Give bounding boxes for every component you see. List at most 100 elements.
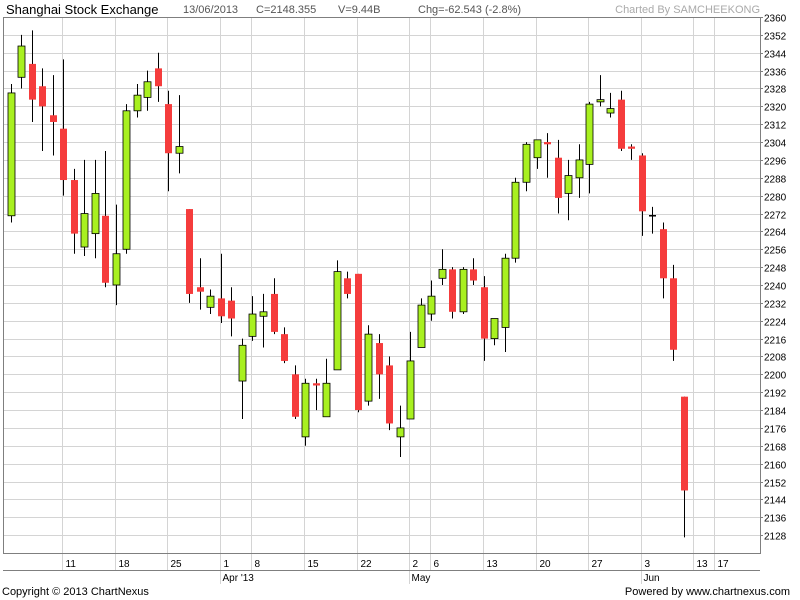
- y-tick-label: 2344: [764, 50, 787, 61]
- candle-down: [292, 374, 299, 417]
- candle-up: [80, 213, 89, 248]
- candle-down: [386, 365, 393, 424]
- candle-up: [91, 193, 100, 235]
- y-tick-label: 2232: [764, 300, 787, 311]
- candle-up: [596, 99, 605, 103]
- candle-up: [122, 110, 131, 250]
- y-tick-label: 2136: [764, 514, 787, 525]
- y-tick-label: 2192: [764, 389, 787, 400]
- candle-down: [555, 157, 562, 198]
- candle-down: [313, 383, 320, 386]
- candle-up: [143, 81, 152, 98]
- x-tick-label: 25: [171, 559, 183, 570]
- x-tick-label: 27: [592, 559, 604, 570]
- candle-down: [470, 269, 477, 281]
- y-tick-label: 2152: [764, 479, 787, 490]
- candle-down: [355, 273, 362, 411]
- candle-down: [618, 99, 625, 149]
- chart-header: Shanghai Stock Exchange 13/06/2013 C=214…: [0, 0, 800, 18]
- x-tick-label: 22: [361, 559, 373, 570]
- candle-down: [271, 293, 278, 332]
- candle-up: [459, 268, 468, 313]
- y-tick-label: 2352: [764, 32, 787, 43]
- candle-up: [259, 311, 268, 317]
- month-label: Apr '13: [223, 573, 255, 584]
- plot-frame: [3, 17, 761, 554]
- candle-down: [155, 68, 162, 87]
- y-tick-label: 2184: [764, 407, 787, 418]
- candle-down: [197, 287, 204, 292]
- candle-down: [544, 142, 551, 145]
- powered-by-link[interactable]: Powered by www.chartnexus.com: [624, 586, 790, 598]
- x-tick-label: 13: [697, 559, 709, 570]
- candle-up: [322, 382, 331, 418]
- candle-up: [396, 427, 405, 438]
- candle-down: [628, 146, 635, 149]
- x-tick-label: 15: [308, 559, 320, 570]
- y-tick-label: 2176: [764, 425, 787, 436]
- candle-down: [344, 278, 351, 294]
- x-tick-label: 6: [434, 559, 440, 570]
- y-tick-label: 2224: [764, 318, 787, 329]
- month-label: May: [412, 573, 431, 584]
- candle-down: [39, 86, 46, 107]
- candle-down: [660, 229, 667, 279]
- candle-up: [7, 92, 16, 217]
- candle-up: [175, 146, 184, 154]
- candle-down: [71, 180, 78, 234]
- candle-down: [281, 334, 288, 361]
- y-tick-label: 2328: [764, 85, 787, 96]
- x-tick-label: 2: [413, 559, 419, 570]
- y-tick-label: 2216: [764, 336, 787, 347]
- candle-up: [501, 257, 510, 328]
- candle-up: [438, 268, 447, 279]
- candle-up: [301, 382, 310, 438]
- y-tick-label: 2296: [764, 157, 787, 168]
- change-readout: Chg=-62.543 (-2.8%): [418, 4, 522, 16]
- y-tick-label: 2200: [764, 371, 787, 382]
- x-tick-label: 8: [255, 559, 261, 570]
- candle-down: [228, 300, 235, 319]
- x-tick-label: 18: [119, 559, 131, 570]
- y-tick-label: 2272: [764, 211, 787, 222]
- chart-title: Shanghai Stock Exchange: [6, 2, 159, 17]
- x-tick-label: 17: [718, 559, 730, 570]
- candle-up: [533, 139, 542, 159]
- y-tick-label: 2320: [764, 103, 787, 114]
- volume-readout: V=9.44B: [338, 4, 381, 16]
- candle-up: [575, 159, 584, 179]
- candle-down: [165, 104, 172, 154]
- x-tick-label: 20: [540, 559, 552, 570]
- y-tick-label: 2360: [764, 14, 787, 25]
- x-tick-label: 3: [645, 559, 651, 570]
- candle-up: [333, 271, 342, 371]
- y-tick-label: 2128: [764, 532, 787, 543]
- candle-up: [112, 253, 121, 286]
- candle-down: [449, 269, 456, 312]
- close-readout: C=2148.355: [256, 4, 317, 16]
- candle-down: [670, 278, 677, 350]
- y-tick-label: 2240: [764, 282, 787, 293]
- y-tick-label: 2264: [764, 228, 787, 239]
- candle-down: [218, 298, 225, 317]
- candle-up: [238, 344, 247, 382]
- candle-down: [376, 343, 383, 375]
- month-label: Jun: [644, 573, 660, 584]
- charted-by-label: Charted By SAMCHEEKONG: [615, 4, 760, 16]
- y-tick-label: 2256: [764, 246, 787, 257]
- candle-up: [585, 103, 594, 165]
- x-tick-label: 11: [66, 559, 77, 570]
- candle-down: [639, 155, 646, 212]
- y-tick-label: 2336: [764, 68, 787, 79]
- candle-down: [50, 115, 57, 122]
- candle-up: [564, 175, 573, 194]
- x-tick-label: 1: [224, 559, 230, 570]
- candle-up: [522, 143, 531, 183]
- candle-down: [681, 396, 688, 491]
- candle-up: [17, 45, 26, 78]
- y-tick-label: 2312: [764, 121, 787, 132]
- y-tick-label: 2248: [764, 264, 787, 275]
- date-readout: 13/06/2013: [183, 4, 239, 16]
- y-tick-label: 2160: [764, 461, 787, 472]
